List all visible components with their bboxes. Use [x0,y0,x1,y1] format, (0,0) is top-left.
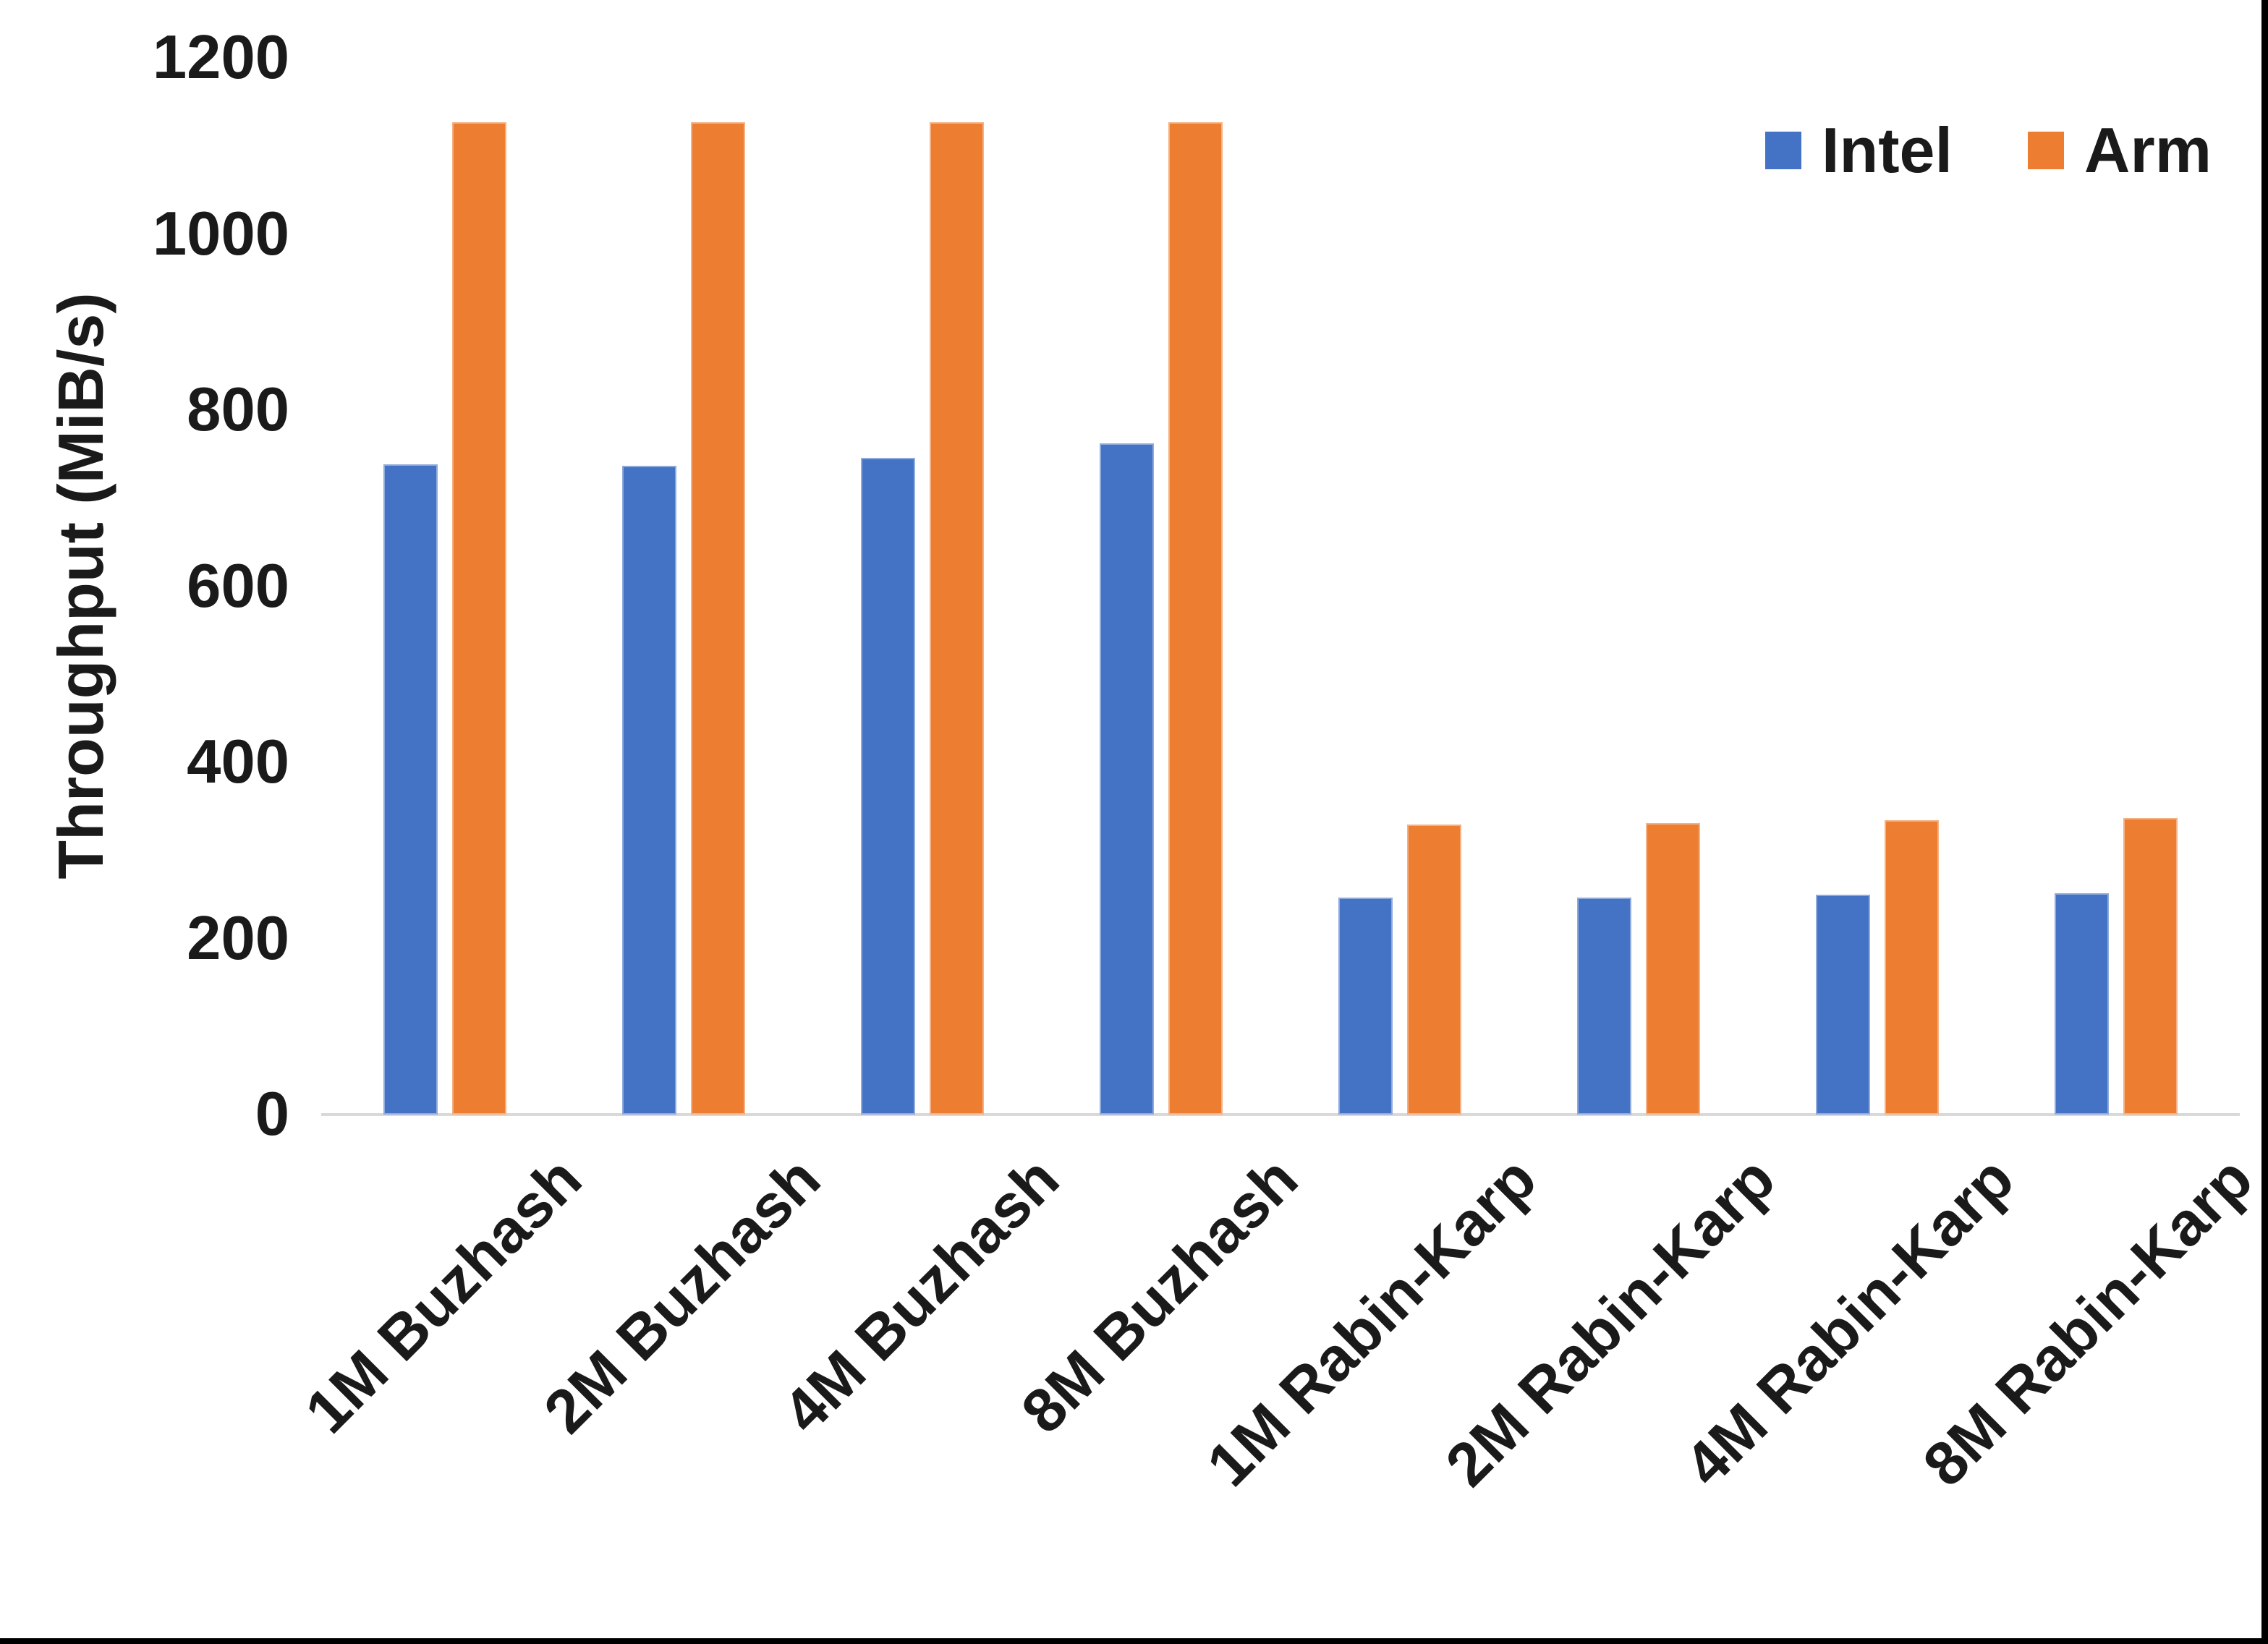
y-tick-label: 0 [255,1080,289,1149]
bar-arm-1m-buzhash [452,122,506,1115]
legend-item-arm: Arm [2027,114,2212,187]
legend: Intel Arm [1765,114,2212,187]
x-axis-line [321,1113,2240,1116]
bar-arm-1m-rabin-karp [1407,825,1461,1115]
bar-arm-2m-rabin-karp [1646,823,1700,1115]
y-tick-label: 800 [187,375,289,444]
y-tick-label: 600 [187,551,289,621]
legend-swatch-arm [2027,132,2064,169]
plot-area [326,58,2235,1115]
bar-intel-4m-buzhash [861,458,915,1115]
y-tick-label: 1200 [152,23,289,92]
bar-intel-8m-buzhash [1100,443,1154,1115]
bar-arm-4m-buzhash [930,122,984,1115]
bar-intel-1m-rabin-karp [1338,898,1393,1115]
bar-intel-1m-buzhash [383,464,438,1115]
y-tick-label: 400 [187,728,289,796]
bar-intel-2m-rabin-karp [1577,898,1631,1115]
screenshot-bottom-border [0,1638,2268,1644]
bar-arm-8m-buzhash [1168,122,1223,1115]
screenshot-right-border [2261,0,2268,1644]
bar-arm-4m-rabin-karp [1885,820,1939,1115]
bar-arm-2m-buzhash [691,122,745,1115]
legend-item-intel: Intel [1765,114,1953,187]
bar-intel-4m-rabin-karp [1816,895,1870,1115]
bar-arm-8m-rabin-karp [2123,818,2178,1115]
y-tick-label: 200 [187,903,289,973]
legend-swatch-intel [1765,132,1801,169]
legend-label: Arm [2084,114,2212,186]
y-tick-label: 1000 [152,199,289,268]
bar-intel-8m-rabin-karp [2055,893,2109,1115]
bar-intel-2m-buzhash [622,466,676,1115]
legend-label: Intel [1822,114,1953,186]
